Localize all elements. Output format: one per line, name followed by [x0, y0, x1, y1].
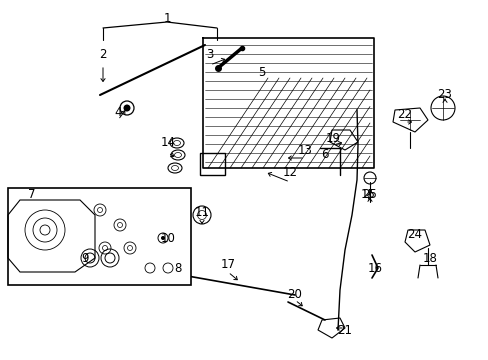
Text: 21: 21 — [337, 324, 352, 337]
Text: 3: 3 — [206, 49, 213, 62]
Text: 20: 20 — [287, 288, 302, 302]
Circle shape — [161, 236, 164, 240]
Text: 18: 18 — [422, 252, 437, 265]
Text: 15: 15 — [360, 189, 375, 202]
Text: 8: 8 — [174, 261, 182, 274]
Text: 25: 25 — [362, 189, 377, 202]
Text: 10: 10 — [160, 231, 175, 244]
Text: 16: 16 — [367, 261, 382, 274]
Text: 4: 4 — [114, 105, 122, 118]
Bar — [8, 188, 191, 285]
Text: 24: 24 — [407, 229, 422, 242]
Text: 17: 17 — [220, 258, 235, 271]
Text: 14: 14 — [160, 136, 175, 149]
Text: 23: 23 — [437, 89, 451, 102]
Text: 2: 2 — [99, 49, 106, 62]
Text: 22: 22 — [397, 108, 412, 122]
Text: 7: 7 — [28, 189, 36, 202]
Circle shape — [123, 104, 130, 112]
Text: 19: 19 — [325, 131, 340, 144]
Text: 6: 6 — [321, 148, 328, 162]
Text: 9: 9 — [81, 252, 88, 265]
Text: 1: 1 — [163, 12, 170, 24]
Text: 13: 13 — [297, 144, 312, 157]
Text: 5: 5 — [258, 66, 265, 78]
Text: 11: 11 — [194, 207, 209, 220]
Text: 12: 12 — [282, 166, 297, 179]
